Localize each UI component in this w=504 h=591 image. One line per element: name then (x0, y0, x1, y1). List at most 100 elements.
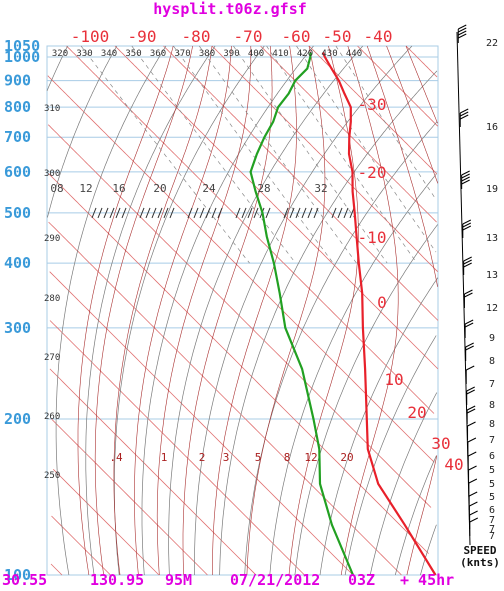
dry-adiabat-lines (46, 45, 439, 576)
wind-speed-label: 5 (489, 479, 495, 490)
mixing-ratio-label: 12 (79, 182, 92, 195)
hatch-mark (139, 207, 145, 219)
isobar-lines (46, 45, 439, 576)
hatch-mark (157, 207, 163, 219)
mixing-ratio-label: 3 (223, 451, 230, 464)
wind-barb-flag (459, 114, 469, 120)
hatch-marks-500 (91, 207, 355, 219)
wind-barb-flag (459, 108, 469, 114)
temperature-label: -10 (358, 228, 387, 247)
wind-barb-flag (462, 225, 472, 231)
mixing-ratio-label: 32 (314, 182, 327, 195)
wind-barb-flag (467, 421, 476, 427)
dry-adiabat-line (369, 392, 438, 576)
hatch-mark (163, 207, 169, 219)
footer-forecast: + 45hr (400, 571, 454, 589)
wind-barb-flag (463, 256, 472, 262)
pressure-label: 900 (4, 72, 31, 90)
wind-barb-flag (468, 491, 478, 497)
temperature-label: -50 (323, 27, 352, 46)
isotherm-line (47, 124, 432, 508)
theta-label: 370 (174, 49, 190, 59)
isotherm-line (114, 45, 439, 370)
temperature-label: 40 (444, 455, 463, 474)
moist-adiabat-line (94, 45, 193, 576)
moist-adiabat-line (246, 45, 326, 576)
isotherm-line (48, 221, 402, 576)
hatch-mark (109, 207, 115, 219)
wind-barb-flag (466, 389, 475, 395)
wind-speed-label: 16 (486, 122, 498, 133)
moist-adiabat-line (406, 455, 438, 576)
hatch-mark (241, 207, 247, 219)
wind-speed-label: 5 (489, 492, 495, 503)
wind-speed-label: 8 (489, 400, 495, 411)
wind-barb-flag (462, 222, 472, 228)
moist-adiabat-lines (77, 45, 439, 576)
mixing-ratio-label: 12 (304, 451, 317, 464)
wind-speed-unit: (knts) (460, 556, 500, 569)
wind-barb-flag (461, 176, 470, 182)
hatch-mark (295, 207, 301, 219)
mixing-ratio-labels: 08 12 16 20 24 28 32.4 1 2 3 5 8 12 20 (50, 182, 353, 464)
isotherm-line (405, 45, 438, 78)
wind-barb-flag (467, 437, 477, 443)
pressure-label: 500 (4, 204, 31, 222)
wind-barb-flag (469, 501, 478, 507)
isotherm-line (51, 418, 208, 576)
pressure-label: 1050 (4, 37, 40, 55)
theta-label: 380 (199, 49, 215, 59)
dry-adiabat-line (269, 173, 437, 576)
hatch-mark (307, 207, 313, 219)
footer: 30.55 130.95 95M 07/21/2012 03Z + 45hr (2, 571, 454, 589)
dry-adiabat-line (114, 45, 265, 576)
wind-barb-flag (468, 478, 478, 484)
theta-label: 330 (76, 49, 92, 59)
isotherm-line (53, 469, 160, 576)
dry-adiabat-line (168, 45, 363, 576)
wind-speed-label: 19 (486, 184, 498, 195)
profile-lines (249, 52, 437, 576)
moist-adiabat-line (288, 45, 359, 576)
hatch-mark (337, 207, 343, 219)
temperature-label: -20 (358, 163, 387, 182)
dry-adiabat-line (47, 45, 118, 218)
mixing-ratio-label: 16 (112, 182, 125, 195)
wind-barb-flag (464, 319, 474, 325)
wind-barb-flag (462, 219, 472, 225)
theta-label: 350 (125, 49, 141, 59)
wind-speed-label: 7 (489, 379, 495, 390)
mixing-ratio-line (199, 45, 357, 264)
mixing-ratio-label: 24 (202, 182, 216, 195)
footer-elev: 95M (165, 571, 192, 589)
theta-label: 310 (44, 104, 60, 114)
pressure-label: 600 (4, 163, 31, 181)
temperature-label: -80 (182, 27, 211, 46)
isotherm-line (49, 271, 354, 576)
hatch-mark (199, 207, 205, 219)
theta-labels: 320 330 340 350 360 370 380 390 400 410 420 430 4403… (44, 49, 362, 481)
theta-label: 300 (44, 169, 60, 179)
hatch-mark (235, 207, 241, 219)
hatch-mark (283, 207, 289, 219)
moist-adiabat-line (156, 46, 252, 576)
temperature-label: -70 (234, 27, 263, 46)
hatch-mark (289, 207, 295, 219)
moist-adiabat-line (77, 45, 174, 576)
theta-label: 440 (346, 49, 362, 59)
hatch-mark (301, 207, 307, 219)
theta-label: 400 (248, 49, 264, 59)
dry-adiabat-line (46, 45, 68, 92)
theta-label: 260 (44, 412, 60, 422)
theta-label: 360 (150, 49, 166, 59)
moist-adiabat-line (405, 45, 438, 124)
moist-adiabat-line (386, 45, 439, 184)
hatch-mark (121, 207, 127, 219)
wind-barb-flag (464, 322, 474, 328)
temperature-label: 20 (407, 403, 426, 422)
hatch-mark (217, 207, 223, 219)
mixing-ratio-line (80, 45, 250, 264)
mixing-ratio-label: 20 (153, 182, 166, 195)
hatch-mark (253, 207, 259, 219)
temperature-label: 30 (431, 434, 450, 453)
